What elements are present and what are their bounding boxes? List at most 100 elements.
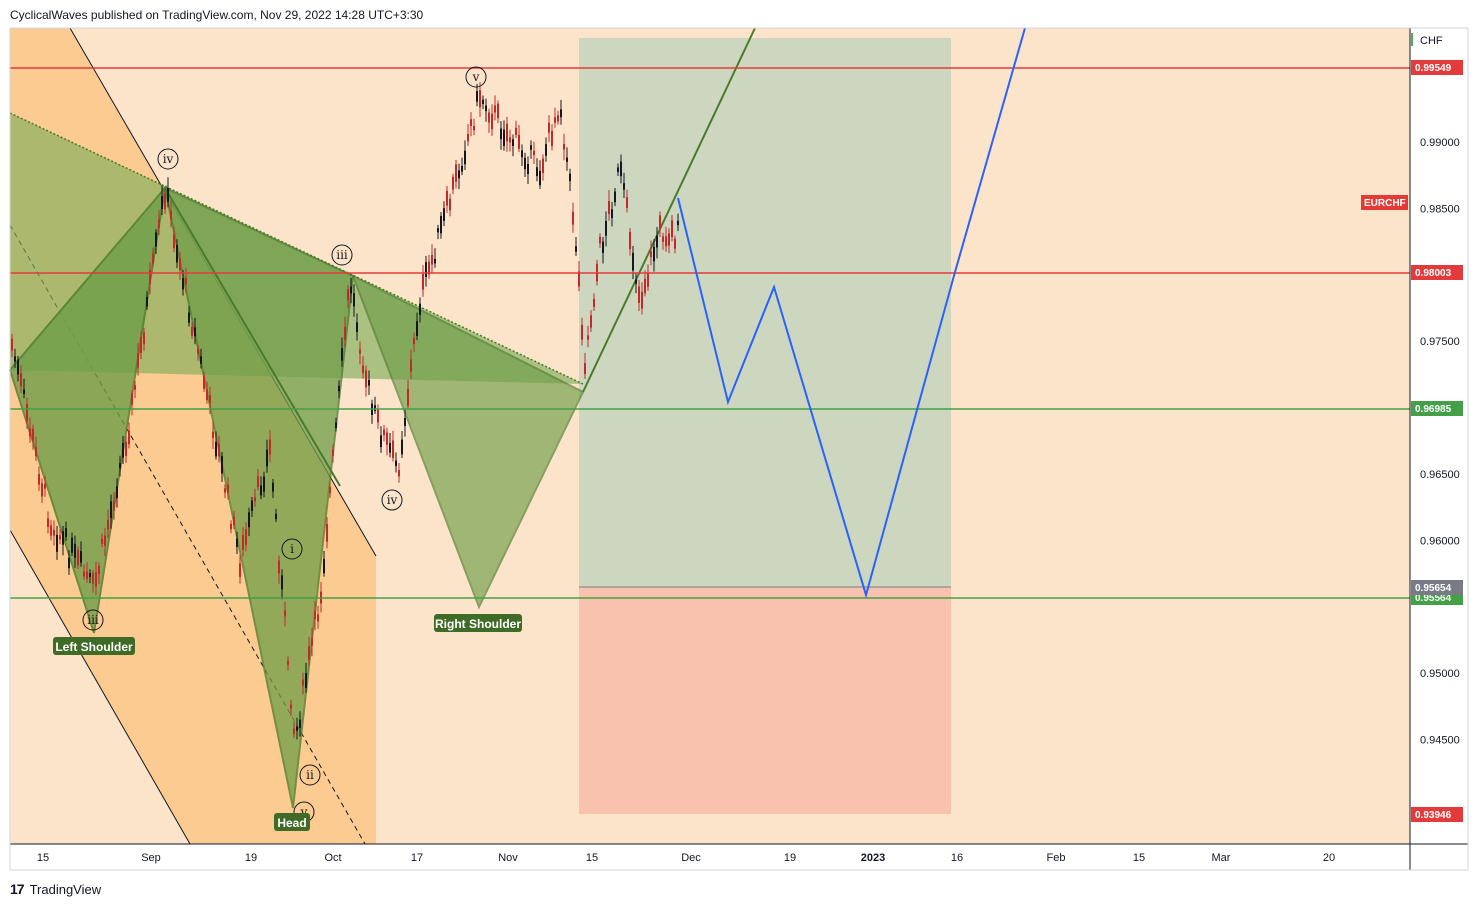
- candle-body: [350, 286, 352, 294]
- candle-body: [62, 531, 64, 545]
- time-tick-label: Feb: [1047, 852, 1066, 864]
- candle-body: [59, 535, 61, 540]
- candle-body: [572, 211, 574, 225]
- candle-body: [86, 571, 88, 579]
- position-badge-label: 0.93946: [1415, 810, 1452, 821]
- candle-body: [632, 252, 634, 271]
- candle-body: [323, 558, 325, 574]
- candle-body: [155, 232, 157, 247]
- price-level-badge: [1411, 60, 1463, 75]
- candle-body: [80, 551, 82, 563]
- candle-body: [665, 236, 667, 247]
- candle-body: [407, 388, 409, 406]
- candle-body: [251, 500, 253, 511]
- candle-body: [560, 109, 562, 118]
- position-badge: [1411, 807, 1463, 822]
- candle-body: [107, 519, 109, 530]
- candle-body: [14, 356, 16, 362]
- candle-body: [581, 324, 583, 340]
- candle-body: [638, 286, 640, 303]
- candle-body: [464, 150, 466, 165]
- candle-body: [302, 679, 304, 686]
- candle-body: [68, 557, 70, 569]
- candle-body: [131, 393, 133, 405]
- price-tick-label: 0.97500: [1420, 336, 1460, 348]
- candle-body: [404, 418, 406, 426]
- channel-lower-line: [9, 529, 191, 845]
- head-triangle: [163, 186, 355, 809]
- candle-body: [362, 365, 364, 374]
- candle-body: [311, 638, 313, 646]
- candle-body: [620, 161, 622, 177]
- wave-label-circle: [281, 538, 303, 560]
- candle-body: [605, 220, 607, 236]
- wave-label-circle: [465, 66, 487, 88]
- candle-body: [92, 572, 94, 584]
- candle-body: [185, 278, 187, 285]
- candle-body: [656, 235, 658, 248]
- candle-body: [578, 271, 580, 287]
- candle-body: [146, 296, 148, 307]
- time-tick-label: 2023: [861, 852, 885, 864]
- candle-body: [413, 337, 415, 345]
- candle-body: [89, 572, 91, 577]
- candle-body: [344, 326, 346, 340]
- wave-label-circle: [157, 148, 179, 170]
- wave-label-text: iv: [387, 493, 398, 507]
- candle-body: [461, 165, 463, 172]
- time-tick-label: Mar: [1212, 852, 1231, 864]
- candle-body: [653, 246, 655, 262]
- neckline-extension: [582, 27, 756, 393]
- candle-body: [50, 525, 52, 536]
- candle-body: [41, 483, 43, 497]
- price-tick-label: 0.96000: [1420, 535, 1460, 547]
- candle-body: [179, 258, 181, 271]
- target-zone: [579, 38, 951, 587]
- time-tick-label: Nov: [498, 852, 518, 864]
- candle-body: [476, 91, 478, 102]
- candle-body: [35, 447, 37, 457]
- price-level-badge-label: 0.99549: [1415, 63, 1452, 74]
- candle-body: [161, 196, 163, 210]
- price-level-badge: [1411, 265, 1463, 280]
- time-tick-label: 19: [245, 852, 257, 864]
- candle-body: [11, 338, 13, 351]
- candle-body: [503, 129, 505, 146]
- candle-body: [671, 220, 673, 238]
- time-tick-label: 15: [37, 852, 49, 864]
- candle-body: [452, 176, 454, 190]
- price-level-badge-label: 0.95564: [1415, 593, 1452, 604]
- candle-body: [158, 219, 160, 229]
- candle-body: [533, 150, 535, 155]
- candle-body: [110, 501, 112, 519]
- candle-body: [140, 337, 142, 353]
- wave-label-text: i: [290, 542, 294, 556]
- time-tick-label: 20: [1323, 852, 1335, 864]
- candle-body: [221, 456, 223, 474]
- candle-body: [194, 327, 196, 337]
- candle-body: [170, 211, 172, 220]
- candle-body: [668, 233, 670, 246]
- candle-body: [443, 208, 445, 221]
- wave-label-circle: [381, 489, 403, 511]
- position-badge: [1411, 580, 1463, 595]
- candle-body: [377, 409, 379, 423]
- candle-body: [218, 443, 220, 457]
- pattern-label-text: Left Shoulder: [55, 640, 133, 654]
- candle-body: [590, 315, 592, 328]
- candle-body: [527, 164, 529, 175]
- candle-body: [506, 123, 508, 142]
- candle-body: [284, 610, 286, 617]
- candle-body: [65, 528, 67, 538]
- candle-body: [329, 487, 331, 494]
- candle-body: [128, 430, 130, 445]
- candle-body: [269, 439, 271, 455]
- pattern-label-box: [274, 813, 310, 831]
- candle-body: [296, 726, 298, 731]
- candle-body: [584, 363, 586, 375]
- candle-body: [392, 440, 394, 459]
- candle-body: [395, 460, 397, 467]
- candle-body: [602, 241, 604, 253]
- candle-body: [380, 435, 382, 448]
